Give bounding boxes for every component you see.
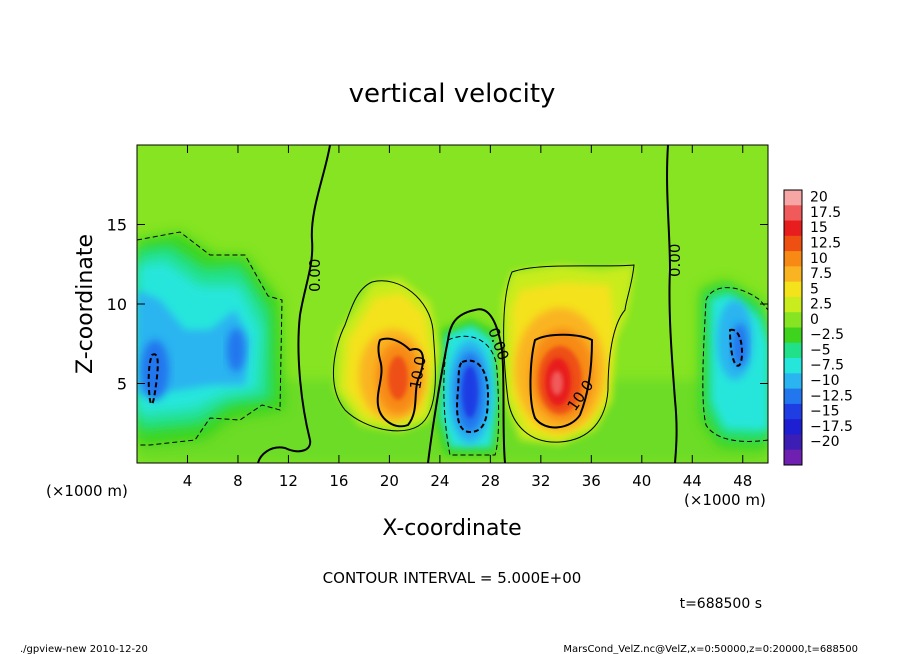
colorbar-swatch — [784, 235, 802, 252]
contour-zero-right — [666, 145, 678, 463]
x-tick-label: 16 — [329, 472, 348, 490]
x-tick-label: 20 — [380, 472, 399, 490]
colorbar-swatch — [784, 205, 802, 222]
y-axis-label: Z-coordinate — [73, 234, 98, 374]
contour-ten-right — [529, 333, 594, 429]
contour-label: 10.0 — [406, 355, 430, 391]
contour-label: 0.00 — [666, 244, 684, 277]
colorbar-label: 2.5 — [810, 297, 832, 313]
left-updraft — [335, 278, 440, 432]
right-downdraft — [700, 280, 768, 450]
contour-zero-left — [257, 145, 331, 463]
x-tick-label: 48 — [733, 472, 752, 490]
contour-five-right — [503, 264, 635, 443]
contour-neg-left-inner — [147, 353, 159, 405]
colorbar-label: 12.5 — [810, 235, 841, 251]
colorbar-swatch — [784, 312, 802, 328]
contour-neg-right-outer — [702, 287, 768, 442]
colorbar-swatch — [784, 266, 802, 283]
colorbar-label: 15 — [810, 220, 828, 236]
x-tick-label: 8 — [233, 472, 243, 490]
right-updraft — [502, 265, 634, 445]
colorbar-label: 17.5 — [810, 205, 841, 221]
colorbar-swatch — [784, 251, 802, 267]
colorbar-swatch — [784, 403, 802, 420]
colorbar: 2017.51512.5107.552.50−2.5−5−7.5−10−12.5… — [783, 189, 853, 466]
colorbar-swatch — [784, 296, 802, 313]
colorbar-label: −10 — [810, 373, 840, 389]
x-axis-label: X-coordinate — [382, 516, 521, 541]
footer-right: MarsCond_VelZ.nc@VelZ,x=0:50000,z=0:2000… — [563, 644, 858, 654]
contour-five-left — [332, 280, 436, 432]
contour-lines — [137, 145, 768, 463]
contour-ten-left — [376, 337, 424, 428]
colorbar-swatch — [784, 190, 802, 206]
colorbar-swatch — [784, 281, 802, 298]
x-tick-label: 40 — [632, 472, 651, 490]
contour-neg-center-inner — [456, 359, 490, 434]
colorbar-label: 0 — [810, 312, 819, 328]
contour-neg-right-inner — [728, 328, 744, 367]
colorbar-swatch — [784, 220, 802, 237]
colorbar-frame — [783, 189, 803, 466]
colorbar-swatch — [784, 342, 802, 359]
left-downdraft — [137, 232, 285, 445]
x-tick-label: 28 — [481, 472, 500, 490]
x-tick-label: 44 — [683, 472, 702, 490]
x-tick-label: 36 — [582, 472, 601, 490]
x-tick-label: 24 — [430, 472, 449, 490]
x-unit-label-right: (×1000 m) — [684, 491, 766, 509]
contour-interval: CONTOUR INTERVAL = 5.000E+00 — [323, 569, 582, 587]
x-axis: 4 8 12 16 20 24 28 32 36 40 44 48 — [183, 145, 752, 490]
y-tick-label: 15 — [107, 216, 127, 235]
x-tick-label: 32 — [531, 472, 550, 490]
x-tick-label: 12 — [279, 472, 298, 490]
colorbar-label: −17.5 — [810, 419, 853, 435]
colorbar-swatch — [784, 388, 802, 405]
colorbar-label: −2.5 — [810, 327, 844, 343]
contour-label: 0.00 — [306, 259, 324, 292]
colorbar-label: −7.5 — [810, 358, 844, 374]
y-axis: 5 10 15 — [107, 216, 768, 394]
colorbar-swatch — [784, 373, 802, 390]
colorbar-label: 7.5 — [810, 266, 832, 282]
y-tick-label: 5 — [117, 375, 127, 394]
colorbar-swatch — [784, 434, 802, 451]
colorbar-label: 5 — [810, 281, 819, 297]
chart-title: vertical velocity — [349, 79, 556, 109]
colorbar-label: −5 — [810, 342, 831, 358]
colorbar-swatch — [784, 358, 802, 374]
colorbar-swatch — [784, 327, 802, 344]
colorbar-label: −15 — [810, 404, 840, 420]
colorbar-label: 20 — [810, 190, 828, 206]
colorbar-label: −20 — [810, 434, 840, 450]
x-tick-label: 4 — [183, 472, 193, 490]
x-unit-label-left: (×1000 m) — [46, 482, 128, 500]
colorbar-label: 10 — [810, 251, 828, 267]
y-tick-label: 10 — [107, 295, 127, 314]
time-label: t=688500 s — [680, 596, 762, 612]
contour-neg-center-outer — [443, 335, 500, 456]
footer-left: ./gpview-new 2010-12-20 — [20, 644, 148, 654]
colorbar-swatch — [784, 449, 802, 466]
colorbar-swatch — [784, 419, 802, 435]
colorbar-label: −12.5 — [810, 388, 853, 404]
contour-neg-left-outer — [137, 231, 283, 446]
heatmap-field: 0.00 10.0 0.00 10.0 0.00 — [137, 145, 768, 463]
contour-zero-center — [427, 308, 506, 463]
